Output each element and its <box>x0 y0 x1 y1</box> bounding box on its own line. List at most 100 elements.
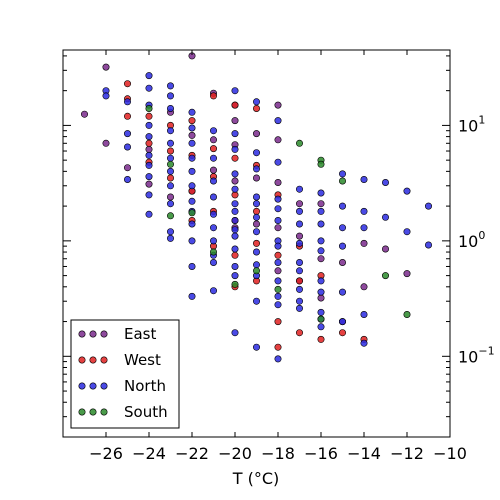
y-axis-ticks: 10−1 100 101 <box>63 55 495 438</box>
point-south-1 <box>167 160 175 168</box>
x-axis-ticks: −26 −24 −22 −20 −18 −16 −14 −12 −10 <box>89 50 467 463</box>
x-tick-label-7: −12 <box>390 444 424 463</box>
point-east-20 <box>253 174 261 182</box>
point-east-19 <box>253 130 261 138</box>
point-north-121 <box>424 202 432 210</box>
point-north-55 <box>231 207 239 215</box>
point-north-6 <box>145 72 153 80</box>
point-north-83 <box>274 277 282 285</box>
point-south-7 <box>274 285 282 293</box>
point-north-31 <box>188 167 196 175</box>
point-north-70 <box>253 248 261 256</box>
x-tick-label-1: −24 <box>132 444 166 463</box>
point-east-25 <box>274 224 282 232</box>
legend-label-east: East <box>124 325 156 343</box>
point-east-35 <box>360 239 368 247</box>
y-tick-label-2: 101 <box>458 113 485 135</box>
point-north-51 <box>231 145 239 153</box>
point-north-81 <box>274 242 282 250</box>
point-south-12 <box>338 177 346 185</box>
point-north-38 <box>188 292 196 300</box>
point-north-14 <box>145 191 153 199</box>
point-north-13 <box>145 173 153 181</box>
point-west-8 <box>167 174 175 182</box>
point-north-115 <box>360 310 368 318</box>
point-east-24 <box>274 179 282 187</box>
point-west-34 <box>295 277 303 285</box>
legend-marker-south-1 <box>89 408 97 416</box>
point-east-17 <box>231 177 239 185</box>
point-north-85 <box>274 301 282 309</box>
legend-marker-north-2 <box>100 382 108 390</box>
point-north-77 <box>274 195 282 203</box>
point-north-11 <box>145 151 153 159</box>
point-west-38 <box>338 329 346 337</box>
point-north-122 <box>424 241 432 249</box>
point-north-32 <box>188 182 196 190</box>
point-north-113 <box>360 207 368 215</box>
point-east-37 <box>381 245 389 253</box>
point-west-4 <box>145 139 153 147</box>
point-north-86 <box>274 355 282 363</box>
legend-marker-west-2 <box>100 356 108 364</box>
point-north-107 <box>338 202 346 210</box>
x-tick-label-0: −26 <box>89 444 123 463</box>
point-north-53 <box>231 185 239 193</box>
point-north-57 <box>231 226 239 234</box>
point-north-52 <box>231 170 239 178</box>
x-tick-label-2: −22 <box>175 444 209 463</box>
point-west-37 <box>317 335 325 343</box>
point-east-33 <box>338 258 346 266</box>
point-north-25 <box>167 228 175 236</box>
legend-label-south: South <box>124 403 168 421</box>
point-north-2 <box>124 98 132 106</box>
point-north-12 <box>145 161 153 169</box>
point-north-9 <box>145 121 153 129</box>
point-north-73 <box>253 297 261 305</box>
legend-entry-west: West <box>78 351 161 369</box>
point-west-22 <box>231 251 239 259</box>
point-south-14 <box>403 310 411 318</box>
point-east-22 <box>274 101 282 109</box>
point-north-109 <box>338 242 346 250</box>
point-east-9 <box>188 131 196 139</box>
point-north-43 <box>210 210 218 218</box>
point-north-29 <box>188 139 196 147</box>
point-east-3 <box>124 164 132 172</box>
point-east-38 <box>403 270 411 278</box>
point-north-92 <box>295 267 303 275</box>
point-north-36 <box>188 237 196 245</box>
point-north-87 <box>295 185 303 193</box>
point-west-18 <box>231 101 239 109</box>
point-north-20 <box>167 139 175 147</box>
point-north-42 <box>210 193 218 201</box>
point-south-3 <box>188 209 196 217</box>
point-north-58 <box>231 232 239 240</box>
point-south-10 <box>317 160 325 168</box>
point-east-12 <box>210 136 218 144</box>
legend-entry-east: East <box>78 325 156 343</box>
point-north-112 <box>360 176 368 184</box>
point-east-27 <box>295 200 303 208</box>
point-north-39 <box>210 127 218 135</box>
point-north-4 <box>124 143 132 151</box>
point-north-3 <box>124 130 132 138</box>
point-east-31 <box>317 255 325 263</box>
point-north-99 <box>317 237 325 245</box>
point-north-17 <box>167 92 175 100</box>
point-north-120 <box>403 228 411 236</box>
legend-marker-east-0 <box>78 330 86 338</box>
point-north-50 <box>231 130 239 138</box>
point-north-56 <box>231 217 239 225</box>
point-north-117 <box>381 179 389 187</box>
point-north-69 <box>253 228 261 236</box>
point-north-78 <box>274 205 282 213</box>
point-north-66 <box>253 193 261 201</box>
point-north-27 <box>188 108 196 116</box>
point-west-31 <box>274 318 282 326</box>
point-north-21 <box>167 154 175 162</box>
point-west-0 <box>124 80 132 88</box>
point-north-48 <box>210 287 218 295</box>
point-north-74 <box>253 343 261 351</box>
point-south-13 <box>381 272 389 280</box>
